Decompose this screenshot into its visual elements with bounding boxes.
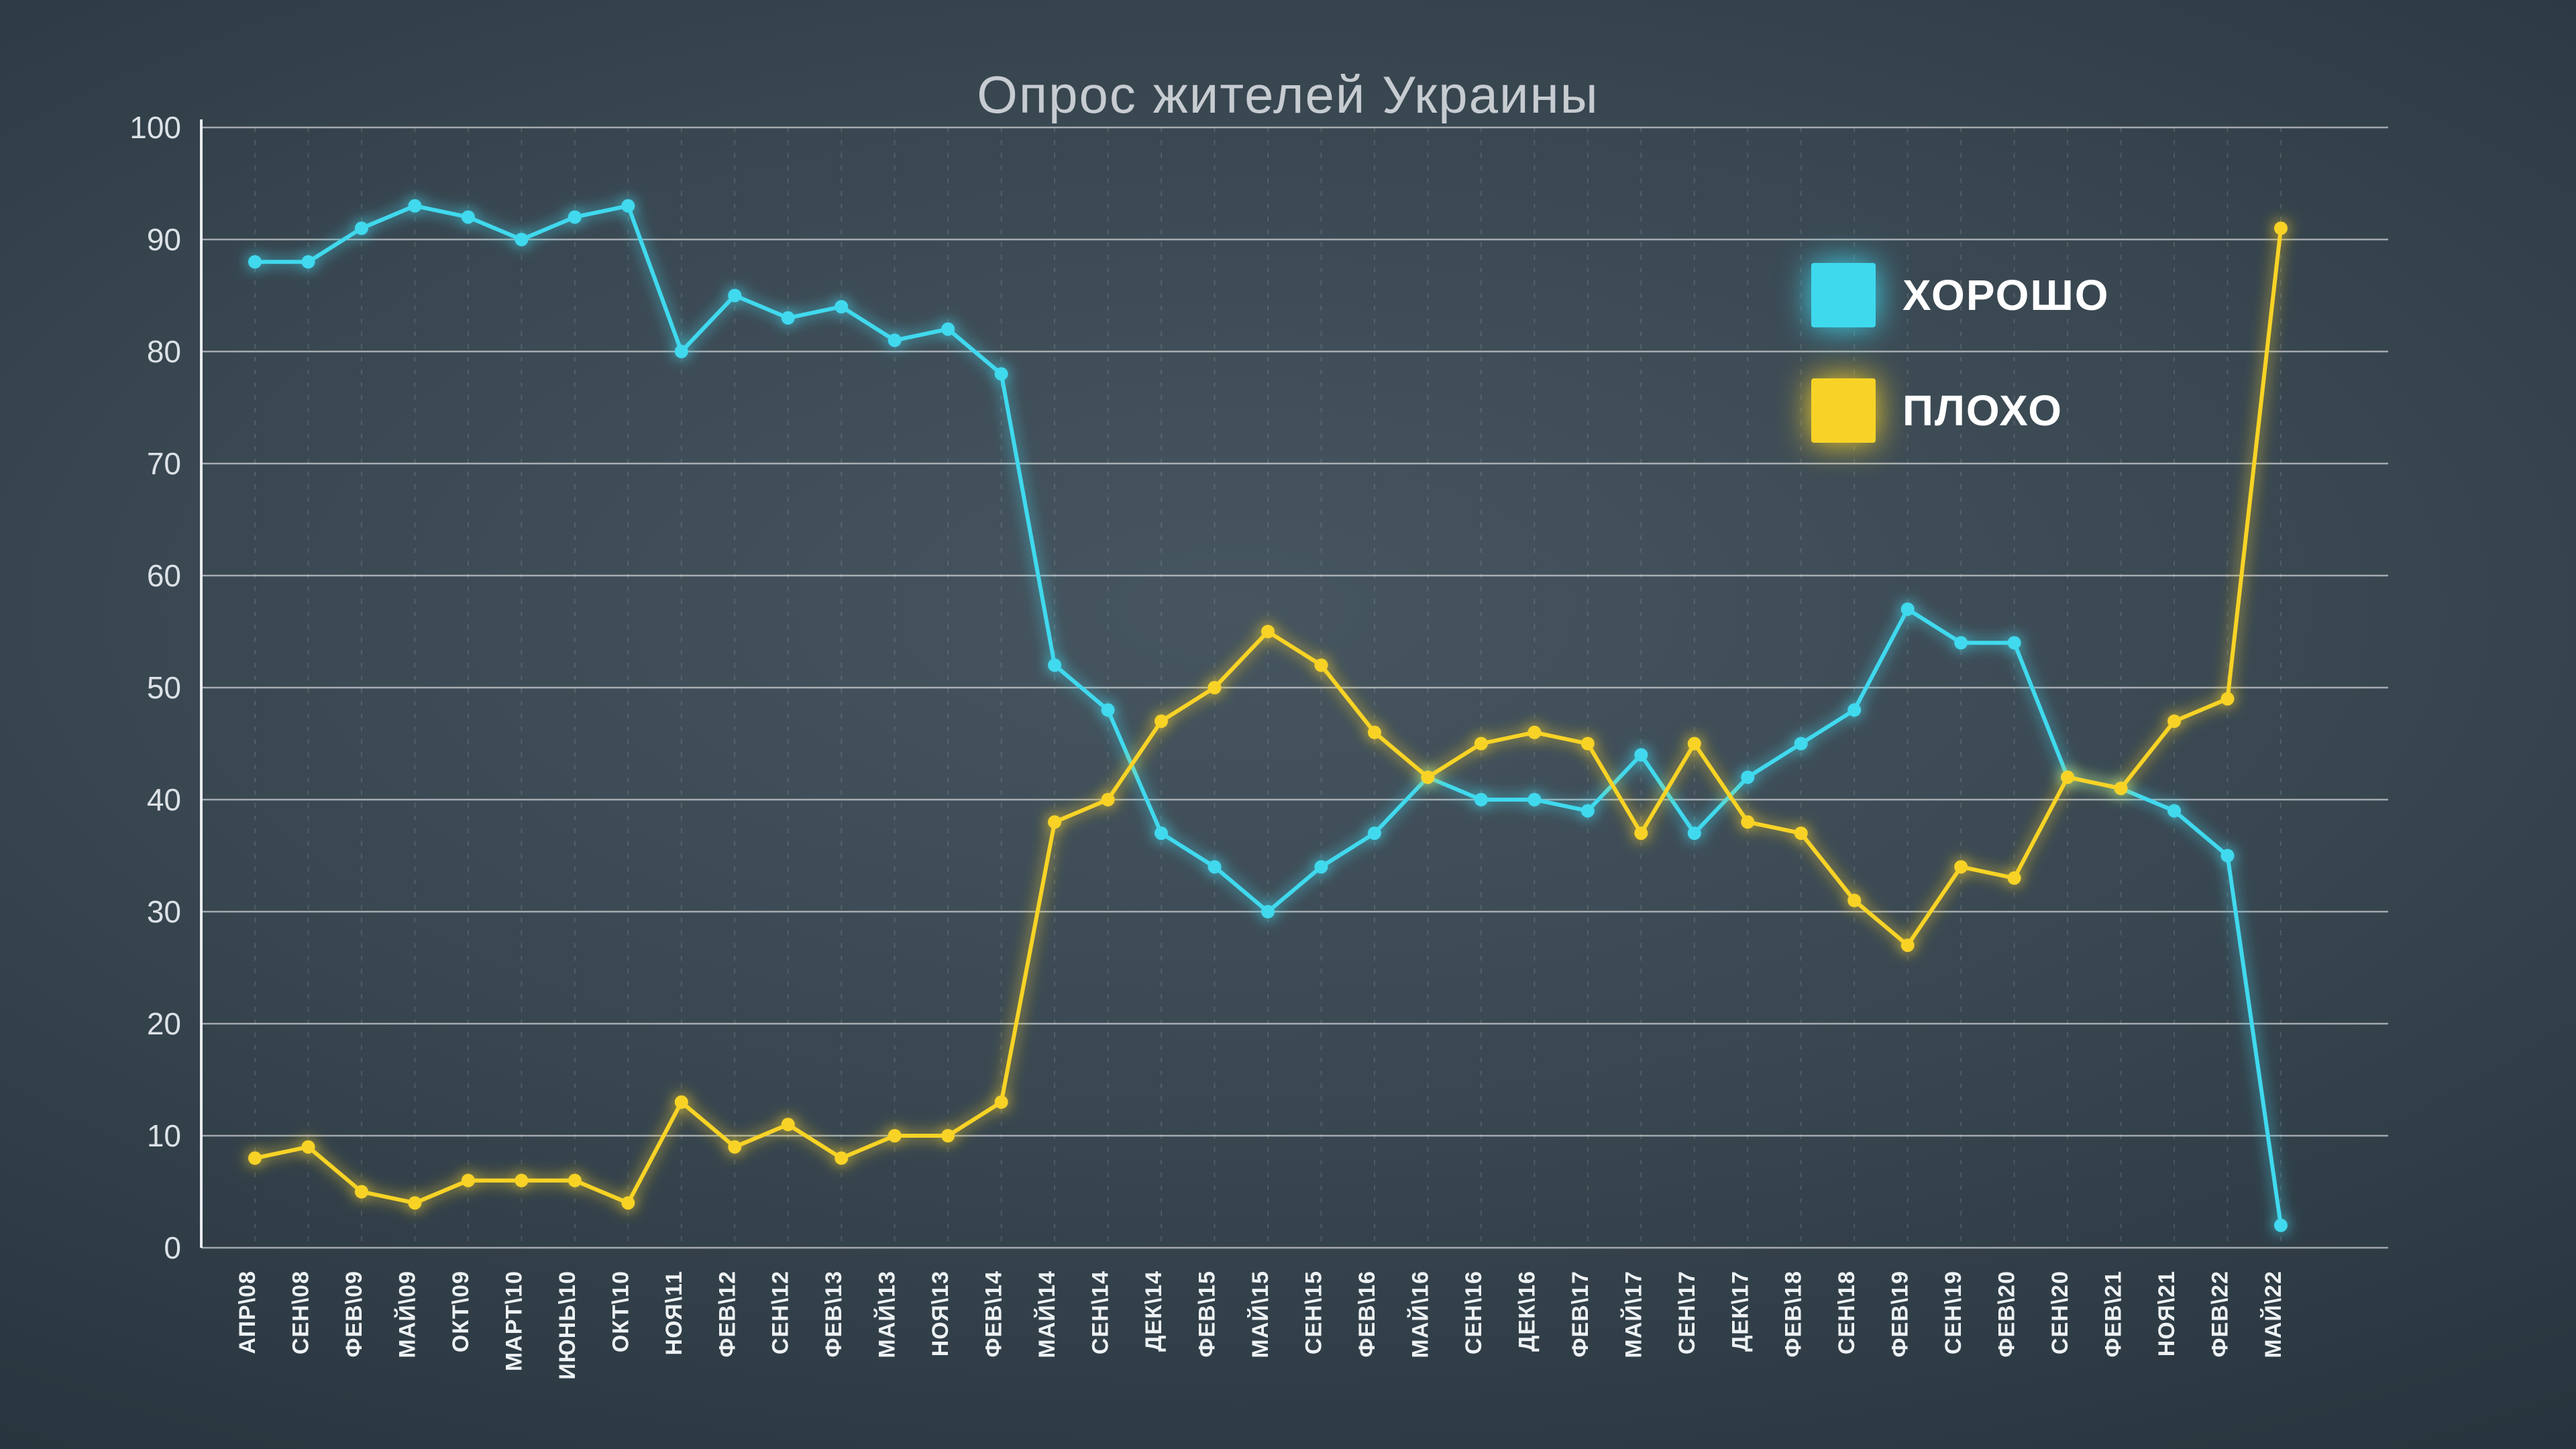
svg-text:60: 60 (147, 558, 181, 593)
legend-label-bad: ПЛОХО (1902, 386, 2063, 435)
svg-text:СЕН\19: СЕН\19 (1941, 1271, 1966, 1354)
svg-text:МАЙ\15: МАЙ\15 (1247, 1271, 1273, 1358)
svg-text:0: 0 (164, 1230, 181, 1265)
svg-text:ОКТ\09: ОКТ\09 (448, 1271, 474, 1352)
svg-text:МАЙ\22: МАЙ\22 (2260, 1271, 2286, 1358)
svg-text:70: 70 (147, 446, 181, 481)
svg-text:МАЙ\17: МАЙ\17 (1620, 1271, 1646, 1358)
series-ХОРОШО (248, 199, 2288, 1232)
legend-item-good: ХОРОШО (1811, 263, 2110, 327)
svg-text:ФЕВ\21: ФЕВ\21 (2101, 1271, 2127, 1358)
svg-text:АПР\08: АПР\08 (235, 1271, 260, 1354)
svg-text:ФЕВ\22: ФЕВ\22 (2208, 1271, 2233, 1358)
svg-text:СЕН\16: СЕН\16 (1461, 1271, 1487, 1354)
svg-text:ДЕК\17: ДЕК\17 (1727, 1271, 1753, 1352)
svg-text:ФЕВ\14: ФЕВ\14 (981, 1271, 1007, 1358)
svg-text:ДЕК\14: ДЕК\14 (1141, 1271, 1167, 1352)
svg-text:40: 40 (147, 782, 181, 817)
svg-text:ФЕВ\15: ФЕВ\15 (1195, 1271, 1220, 1358)
svg-text:СЕН\14: СЕН\14 (1088, 1271, 1114, 1354)
svg-text:ФЕВ\13: ФЕВ\13 (821, 1271, 847, 1358)
svg-text:80: 80 (147, 334, 181, 369)
svg-text:МАРТ\10: МАРТ\10 (501, 1271, 527, 1371)
svg-text:СЕН\17: СЕН\17 (1674, 1271, 1700, 1354)
svg-text:СЕН\15: СЕН\15 (1301, 1271, 1326, 1354)
svg-text:СЕН\08: СЕН\08 (288, 1271, 313, 1354)
svg-text:МАЙ\13: МАЙ\13 (874, 1271, 900, 1358)
svg-text:НОЯ\21: НОЯ\21 (2154, 1271, 2180, 1356)
vertical-gridlines (254, 127, 2282, 1248)
svg-text:100: 100 (129, 110, 181, 145)
legend-swatch-bad (1811, 378, 1876, 443)
svg-text:ФЕВ\17: ФЕВ\17 (1568, 1271, 1593, 1358)
series-ПЛОХО (248, 221, 2288, 1210)
svg-text:ФЕВ\19: ФЕВ\19 (1888, 1271, 1913, 1358)
svg-text:НОЯ\11: НОЯ\11 (661, 1271, 687, 1355)
y-axis-labels: 0 10 20 30 40 50 60 70 80 90 100 (129, 110, 181, 1265)
svg-text:10: 10 (147, 1118, 181, 1153)
svg-text:ФЕВ\12: ФЕВ\12 (714, 1271, 740, 1358)
svg-text:ОКТ\10: ОКТ\10 (608, 1271, 633, 1352)
svg-text:90: 90 (147, 222, 181, 257)
chart-legend: ХОРОШО ПЛОХО (1811, 263, 2110, 494)
legend-item-bad: ПЛОХО (1811, 378, 2110, 443)
svg-text:ДЕК\16: ДЕК\16 (1514, 1271, 1540, 1352)
svg-text:ФЕВ\20: ФЕВ\20 (1994, 1271, 2020, 1358)
chart-title: Опрос жителей Украины (977, 65, 1599, 124)
svg-text:ФЕВ\16: ФЕВ\16 (1354, 1271, 1380, 1358)
svg-text:50: 50 (147, 670, 181, 705)
svg-text:ФЕВ\18: ФЕВ\18 (1781, 1271, 1807, 1358)
legend-swatch-good (1811, 263, 1876, 327)
svg-text:НОЯ\13: НОЯ\13 (928, 1271, 953, 1356)
svg-text:30: 30 (147, 894, 181, 929)
svg-text:СЕН\20: СЕН\20 (2047, 1271, 2073, 1354)
svg-text:МАЙ\09: МАЙ\09 (394, 1271, 420, 1358)
svg-text:20: 20 (147, 1006, 181, 1041)
svg-text:ФЕВ\09: ФЕВ\09 (341, 1271, 367, 1358)
svg-text:ИЮНЬ\10: ИЮНЬ\10 (555, 1271, 580, 1380)
horizontal-gridlines (201, 126, 2388, 1249)
svg-text:СЕН\18: СЕН\18 (1834, 1271, 1860, 1354)
x-axis-labels: АПР\08 СЕН\08 ФЕВ\09 МАЙ\09 ОКТ\09 МАРТ\10 ИЮН… (235, 1271, 2286, 1380)
svg-text:СЕН\12: СЕН\12 (768, 1271, 794, 1354)
svg-text:МАЙ\14: МАЙ\14 (1034, 1271, 1060, 1358)
legend-label-good: ХОРОШО (1902, 271, 2110, 319)
svg-text:МАЙ\16: МАЙ\16 (1407, 1271, 1433, 1358)
